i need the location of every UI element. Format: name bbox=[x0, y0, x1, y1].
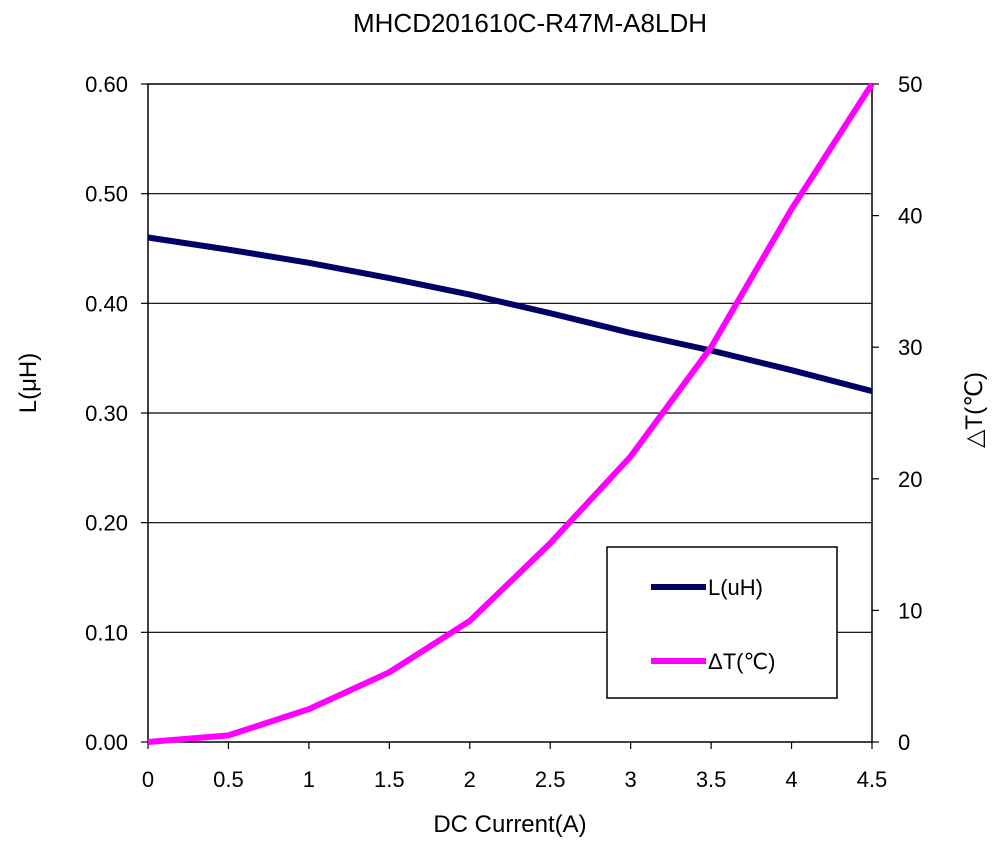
x-tick-label: 2.5 bbox=[535, 767, 566, 792]
legend: L(uH) ΔT(℃) bbox=[606, 546, 838, 699]
x-tick-label: 0.5 bbox=[213, 767, 244, 792]
y-right-tick-label: 10 bbox=[898, 598, 922, 623]
y-left-tick-label: 0.40 bbox=[85, 291, 128, 316]
x-tick-label: 1 bbox=[303, 767, 315, 792]
x-tick-label: 3 bbox=[625, 767, 637, 792]
y-right-tick-label: 40 bbox=[898, 204, 922, 229]
x-tick-label: 4.5 bbox=[857, 767, 888, 792]
y-left-tick-label: 0.10 bbox=[85, 620, 128, 645]
y-left-tick-label: 0.60 bbox=[85, 72, 128, 97]
series-line-temperature-rise bbox=[147, 82, 875, 745]
legend-label-dt: ΔT(℃) bbox=[708, 649, 776, 674]
y-right-tick-label: 50 bbox=[898, 72, 922, 97]
series-lines bbox=[147, 82, 875, 745]
legend-label-l: L(uH) bbox=[708, 575, 763, 600]
x-tick-label: 0 bbox=[142, 767, 154, 792]
y-left-tick-label: 0.30 bbox=[85, 401, 128, 426]
x-tick-label: 4 bbox=[785, 767, 797, 792]
axis-ticks: 0.000.100.200.300.400.500.60010203040500… bbox=[85, 72, 922, 792]
series-line-inductance bbox=[147, 234, 873, 395]
x-axis-label: DC Current(A) bbox=[433, 811, 586, 838]
x-tick-label: 2 bbox=[464, 767, 476, 792]
y-right-tick-label: 30 bbox=[898, 335, 922, 360]
y-right-axis-label: △T(℃) bbox=[961, 372, 988, 448]
y-left-tick-label: 0.20 bbox=[85, 511, 128, 536]
y-left-axis-label: L(μH) bbox=[15, 353, 42, 414]
y-left-tick-label: 0.50 bbox=[85, 182, 128, 207]
legend-box bbox=[606, 546, 838, 699]
x-tick-label: 3.5 bbox=[696, 767, 727, 792]
y-left-tick-label: 0.00 bbox=[85, 730, 128, 755]
chart-title: MHCD201610C-R47M-A8LDH bbox=[353, 8, 707, 38]
y-right-tick-label: 20 bbox=[898, 467, 922, 492]
y-right-tick-label: 0 bbox=[898, 730, 910, 755]
x-tick-label: 1.5 bbox=[374, 767, 405, 792]
